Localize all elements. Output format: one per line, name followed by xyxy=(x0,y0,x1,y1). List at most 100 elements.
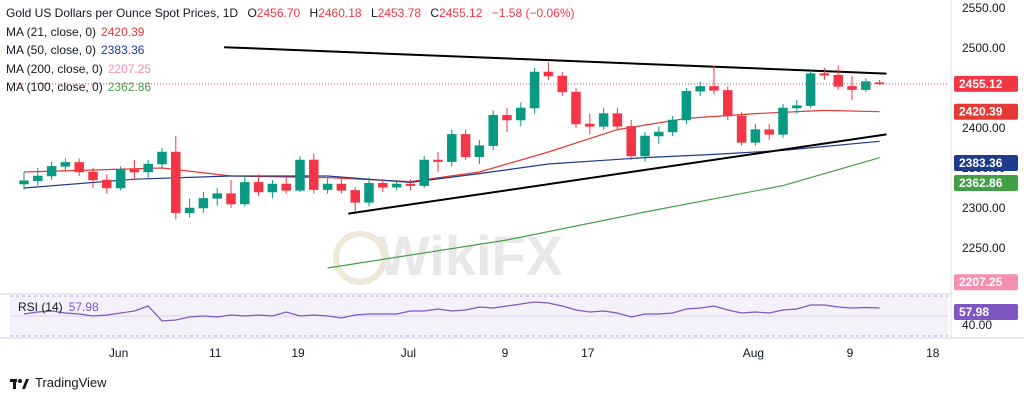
candle-body xyxy=(350,190,360,203)
candle-body xyxy=(874,82,885,85)
candle xyxy=(157,148,167,168)
ohlc-open: O2456.70 xyxy=(247,6,301,20)
candle-body xyxy=(529,71,540,109)
trendline-lower xyxy=(348,133,887,215)
candle xyxy=(654,126,664,144)
candle-body xyxy=(212,193,222,199)
axis-tag-bg xyxy=(954,274,1018,291)
candle xyxy=(805,70,816,108)
axis-tag-value: 2420.39 xyxy=(959,105,1003,119)
candle xyxy=(460,129,471,160)
candle xyxy=(364,177,374,207)
indicator-label: MA (50, close, 0) xyxy=(6,43,97,57)
candle xyxy=(212,188,222,206)
axis-tag-value: 57.98 xyxy=(959,305,989,319)
candle xyxy=(143,160,153,178)
candle xyxy=(516,102,526,127)
time-tick-label: Jul xyxy=(401,346,416,360)
time-tick-label: Jun xyxy=(109,346,128,360)
candle-body xyxy=(143,163,153,173)
price-tick-label: 2300.00 xyxy=(962,201,1006,215)
candle-body xyxy=(33,175,43,182)
candle-body xyxy=(667,119,678,133)
candle-body xyxy=(861,81,871,90)
last-price-tag: 2455.12 xyxy=(954,75,1018,92)
candle xyxy=(433,152,443,172)
indicator-ma100[interactable]: MA (100, close, 0) 2362.86 xyxy=(6,78,575,97)
ma-line-ma-21 xyxy=(23,109,880,183)
trendline-upper xyxy=(224,46,887,75)
ma-tag: 2420.39 xyxy=(954,103,1018,120)
candle-body xyxy=(322,183,333,190)
candle xyxy=(598,108,609,130)
indicator-value: 2420.39 xyxy=(101,24,145,39)
axis-tag-bg xyxy=(954,175,1018,191)
candle xyxy=(295,156,305,192)
candle xyxy=(502,108,512,132)
candle-body xyxy=(74,162,84,173)
candle xyxy=(833,65,843,90)
time-tick-label: 17 xyxy=(581,346,595,360)
candle xyxy=(378,179,388,192)
candle-body xyxy=(295,159,305,191)
candle xyxy=(226,180,236,208)
candle-body xyxy=(364,182,374,203)
axis-tag-bg xyxy=(954,75,1018,92)
candle xyxy=(88,168,98,188)
candle xyxy=(74,158,84,176)
candle xyxy=(184,198,195,218)
candle xyxy=(640,132,650,162)
rsi-line xyxy=(23,301,880,322)
tradingview-brand[interactable]: TradingView xyxy=(10,375,107,390)
candle xyxy=(281,177,291,194)
candle xyxy=(419,156,429,188)
candle xyxy=(543,62,554,80)
candle-body xyxy=(847,86,857,90)
candle-body xyxy=(502,114,512,121)
candle-body xyxy=(226,193,236,205)
candle xyxy=(60,158,71,172)
candle-body xyxy=(253,182,264,193)
time-tick-label: 9 xyxy=(847,346,854,360)
candle-body xyxy=(819,73,830,76)
symbol-row: Gold US Dollars per Ounce Spot Prices, 1… xyxy=(6,4,575,23)
candle xyxy=(267,180,278,199)
time-tick-label: 11 xyxy=(209,346,222,360)
rsi-legend[interactable]: RSI (14) 57.98 xyxy=(18,300,99,314)
candle xyxy=(350,187,360,212)
tradingview-logo-icon xyxy=(10,378,29,389)
indicator-label: MA (21, close, 0) xyxy=(6,24,97,39)
candle xyxy=(778,104,788,138)
ma-tag: 2362.86 xyxy=(954,175,1018,191)
time-tick-label: 19 xyxy=(291,346,305,360)
candle xyxy=(19,172,29,190)
ma-tag: 2207.25 xyxy=(954,274,1018,291)
candle xyxy=(115,166,126,191)
indicator-ma200[interactable]: MA (200, close, 0) 2207.25 xyxy=(6,60,575,79)
price-tick-label: 2400.00 xyxy=(962,121,1006,135)
candle-body xyxy=(695,86,705,92)
watermark-logo-icon xyxy=(333,231,387,285)
candle-body xyxy=(309,159,319,190)
candle-body xyxy=(88,171,98,181)
candle-body xyxy=(267,183,278,193)
candle xyxy=(33,168,43,186)
candle xyxy=(46,161,57,180)
candle-body xyxy=(447,134,457,162)
rsi-tick-label: 40.00 xyxy=(962,318,992,332)
indicator-ma21[interactable]: MA (21, close, 0) 2420.39 xyxy=(6,23,575,42)
candle-body xyxy=(723,90,733,117)
candle xyxy=(336,179,347,194)
candle xyxy=(861,78,871,92)
rsi-value: 57.98 xyxy=(68,300,99,314)
candle xyxy=(474,140,485,164)
candle-body xyxy=(585,123,595,127)
candle xyxy=(709,65,719,95)
indicator-ma50[interactable]: MA (50, close, 0) 2383.36 xyxy=(6,41,575,60)
candle-body xyxy=(805,73,816,106)
candle-body xyxy=(833,74,843,87)
candle-body xyxy=(626,126,636,157)
candle xyxy=(198,192,209,213)
candle-body xyxy=(792,105,802,109)
